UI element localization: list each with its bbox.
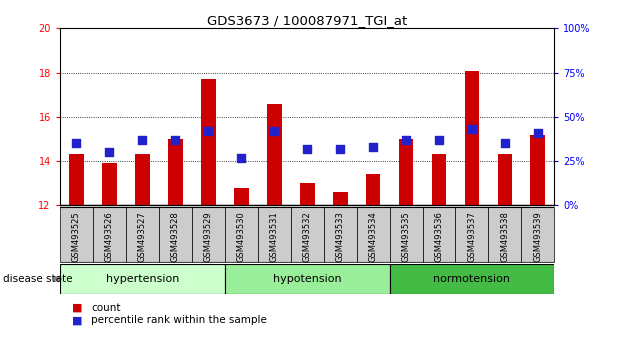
Point bbox=[236, 155, 246, 160]
Bar bbox=[102, 163, 117, 205]
Bar bbox=[225, 264, 389, 294]
Bar bbox=[225, 207, 258, 262]
Bar bbox=[93, 207, 126, 262]
Bar bbox=[522, 207, 554, 262]
Point bbox=[302, 146, 312, 152]
Point bbox=[335, 146, 345, 152]
Text: GSM493527: GSM493527 bbox=[138, 211, 147, 262]
Bar bbox=[290, 207, 324, 262]
Point bbox=[500, 141, 510, 146]
Text: GSM493533: GSM493533 bbox=[336, 211, 345, 262]
Bar bbox=[324, 207, 357, 262]
Point bbox=[105, 149, 115, 155]
Bar bbox=[159, 207, 192, 262]
Text: ■: ■ bbox=[72, 315, 83, 325]
Text: GSM493531: GSM493531 bbox=[270, 211, 278, 262]
Bar bbox=[258, 207, 290, 262]
Text: GSM493536: GSM493536 bbox=[435, 211, 444, 262]
Point bbox=[203, 128, 213, 134]
Bar bbox=[464, 72, 479, 205]
Point bbox=[401, 137, 411, 143]
Text: GSM493528: GSM493528 bbox=[171, 211, 180, 262]
Point bbox=[269, 128, 279, 134]
Bar bbox=[530, 135, 546, 205]
Bar bbox=[60, 207, 93, 262]
Title: GDS3673 / 100087971_TGI_at: GDS3673 / 100087971_TGI_at bbox=[207, 14, 407, 27]
Text: disease state: disease state bbox=[3, 274, 72, 284]
Bar bbox=[234, 188, 249, 205]
Bar bbox=[135, 154, 150, 205]
Bar bbox=[389, 264, 554, 294]
Bar bbox=[365, 174, 381, 205]
Text: GSM493532: GSM493532 bbox=[302, 211, 312, 262]
Text: percentile rank within the sample: percentile rank within the sample bbox=[91, 315, 267, 325]
Bar bbox=[300, 183, 314, 205]
Bar bbox=[357, 207, 389, 262]
Bar bbox=[455, 207, 488, 262]
Bar bbox=[60, 264, 225, 294]
Bar bbox=[333, 192, 348, 205]
Bar bbox=[432, 154, 447, 205]
Point bbox=[434, 137, 444, 143]
Text: GSM493538: GSM493538 bbox=[500, 211, 510, 262]
Bar bbox=[126, 207, 159, 262]
Bar bbox=[192, 207, 225, 262]
Text: GSM493530: GSM493530 bbox=[237, 211, 246, 262]
Text: count: count bbox=[91, 303, 121, 313]
Point bbox=[467, 126, 477, 132]
Text: GSM493537: GSM493537 bbox=[467, 211, 476, 262]
Bar bbox=[69, 154, 84, 205]
Bar bbox=[201, 79, 215, 205]
Bar bbox=[488, 207, 522, 262]
Text: normotension: normotension bbox=[433, 274, 510, 284]
Bar bbox=[423, 207, 455, 262]
Bar bbox=[389, 207, 423, 262]
Bar bbox=[399, 139, 413, 205]
Text: hypertension: hypertension bbox=[106, 274, 179, 284]
Text: GSM493529: GSM493529 bbox=[203, 211, 213, 262]
Text: hypotension: hypotension bbox=[273, 274, 341, 284]
Point bbox=[170, 137, 180, 143]
Text: GSM493534: GSM493534 bbox=[369, 211, 377, 262]
Bar bbox=[266, 103, 282, 205]
Bar bbox=[168, 139, 183, 205]
Text: GSM493525: GSM493525 bbox=[72, 211, 81, 262]
Text: ■: ■ bbox=[72, 303, 83, 313]
Text: GSM493539: GSM493539 bbox=[534, 211, 542, 262]
Bar bbox=[498, 154, 512, 205]
Point bbox=[137, 137, 147, 143]
Point bbox=[368, 144, 378, 150]
Point bbox=[71, 141, 81, 146]
Text: GSM493535: GSM493535 bbox=[401, 211, 411, 262]
Text: GSM493526: GSM493526 bbox=[105, 211, 114, 262]
Point bbox=[533, 130, 543, 136]
